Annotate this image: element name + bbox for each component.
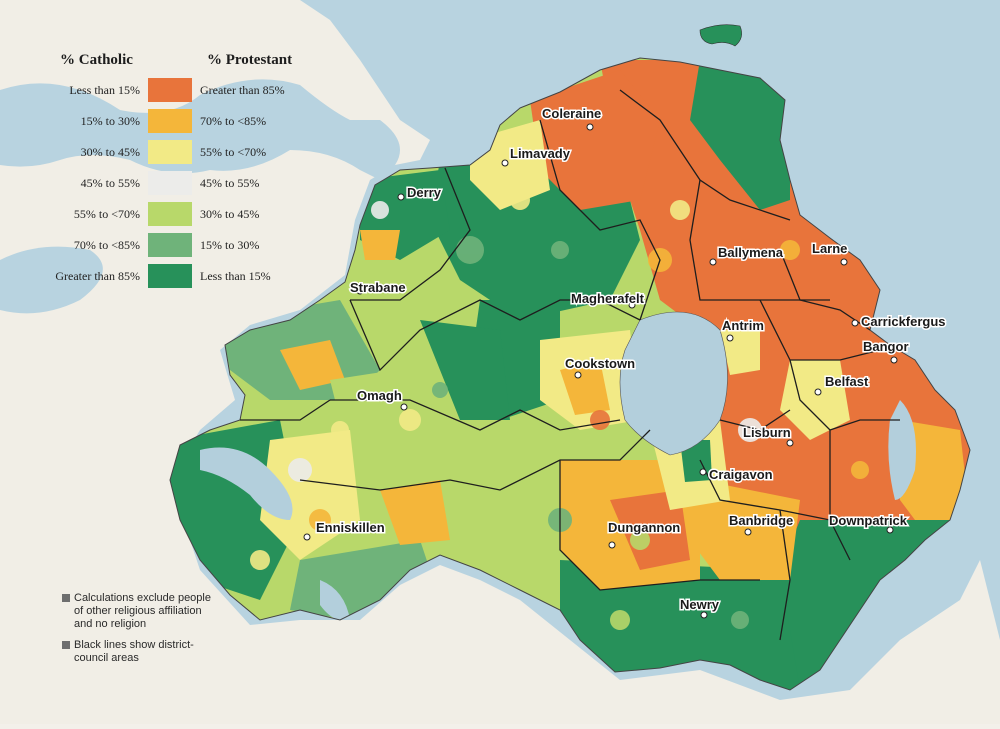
legend-row: 70% to <85% 15% to 30% (48, 230, 298, 260)
town-bangor: Bangor (862, 338, 910, 364)
legend-catholic-label: 30% to 45% (80, 144, 140, 159)
legend-row: 15% to 30% 70% to <85% (48, 106, 298, 136)
svg-text:Ballymena: Ballymena (718, 245, 784, 260)
town-enniskillen: Enniskillen (303, 519, 386, 541)
svg-text:Larne: Larne (812, 241, 847, 256)
svg-text:Coleraine: Coleraine (542, 106, 601, 121)
town-magherafelt: Magherafelt (570, 290, 646, 309)
town-belfast: Belfast (814, 373, 871, 396)
legend-swatch (148, 78, 192, 102)
legend-row: 30% to 45% 55% to <70% (48, 137, 298, 167)
note-boundaries: Black lines show district-council areas (62, 639, 222, 665)
legend-protestant-label: 70% to <85% (200, 113, 267, 128)
svg-text:Lisburn: Lisburn (743, 425, 791, 440)
legend-swatch (148, 233, 192, 257)
sea-inlet (0, 246, 103, 314)
legend-swatch (148, 109, 192, 133)
legend-protestant-label: Less than 15% (200, 268, 271, 283)
legend-catholic-title: % Catholic (60, 52, 133, 68)
legend-rows: Less than 15% Greater than 85% 15% to 30%… (48, 75, 298, 291)
svg-text:Omagh: Omagh (357, 388, 402, 403)
legend-catholic-label: 45% to 55% (80, 175, 140, 190)
legend-protestant-label: 30% to 45% (200, 206, 260, 221)
legend-swatch (148, 140, 192, 164)
town-newry: Newry (679, 596, 721, 619)
town-lisburn: Lisburn (742, 424, 794, 447)
svg-text:Downpatrick: Downpatrick (829, 513, 908, 528)
legend-protestant-label: 15% to 30% (200, 237, 260, 252)
town-craigavon: Craigavon (699, 466, 774, 484)
svg-text:Bangor: Bangor (863, 339, 909, 354)
legend-catholic-label: Greater than 85% (55, 268, 140, 283)
legend-row: 55% to <70% 30% to 45% (48, 199, 298, 229)
town-strabane: Strabane (349, 279, 408, 297)
town-downpatrick: Downpatrick (828, 512, 909, 534)
legend-catholic-label: 15% to 30% (80, 113, 140, 128)
svg-text:Banbridge: Banbridge (729, 513, 793, 528)
legend-catholic-label: 70% to <85% (73, 237, 140, 252)
legend-protestant-title: % Protestant (207, 52, 293, 68)
bullet-square-icon (62, 641, 70, 649)
town-markers: Coleraine Limavady Derry Strabane Magher… (303, 105, 947, 619)
legend-row: 45% to 55% 45% to 55% (48, 168, 298, 198)
town-antrim: Antrim (721, 317, 765, 342)
legend-protestant-label: 55% to <70% (200, 144, 267, 159)
rathlin-island (699, 24, 742, 47)
legend-catholic-label: Less than 15% (69, 82, 140, 97)
town-carrickfergus: Carrickfergus (851, 313, 947, 331)
svg-text:Dungannon: Dungannon (608, 520, 680, 535)
town-limavady: Limavady (501, 145, 572, 167)
town-cookstown: Cookstown (564, 355, 637, 379)
legend-row: Less than 15% Greater than 85% (48, 75, 298, 105)
svg-text:Newry: Newry (680, 597, 720, 612)
svg-text:Enniskillen: Enniskillen (316, 520, 385, 535)
town-larne: Larne (811, 240, 849, 266)
legend-swatch (148, 264, 192, 288)
town-banbridge: Banbridge (728, 512, 795, 536)
svg-text:Belfast: Belfast (825, 374, 869, 389)
town-ballymena: Ballymena (709, 244, 785, 266)
legend: % Catholic % Protestant Less than 15% Gre… (48, 52, 298, 292)
town-derry: Derry (397, 184, 443, 202)
bullet-square-icon (62, 594, 70, 602)
svg-text:Antrim: Antrim (722, 318, 764, 333)
legend-protestant-label: Greater than 85% (200, 82, 285, 97)
legend-swatch (148, 171, 192, 195)
note-calculations: Calculations exclude people of other rel… (62, 592, 222, 631)
svg-text:Limavady: Limavady (510, 146, 571, 161)
council-boundaries (240, 89, 900, 641)
note-text: Calculations exclude people of other rel… (74, 592, 211, 630)
note-text: Black lines show district-council areas (74, 639, 194, 664)
legend-row: Greater than 85% Less than 15% (48, 261, 298, 291)
svg-text:Carrickfergus: Carrickfergus (861, 314, 946, 329)
svg-text:Derry: Derry (407, 185, 442, 200)
svg-text:Strabane: Strabane (350, 280, 406, 295)
legend-catholic-label: 55% to <70% (73, 206, 140, 221)
legend-protestant-label: 45% to 55% (200, 175, 260, 190)
legend-header: % Catholic % Protestant (48, 52, 298, 69)
svg-text:Cookstown: Cookstown (565, 356, 635, 371)
notes: Calculations exclude people of other rel… (62, 592, 222, 673)
town-omagh: Omagh (356, 387, 408, 411)
svg-text:Magherafelt: Magherafelt (571, 291, 645, 306)
svg-text:Craigavon: Craigavon (709, 467, 773, 482)
town-coleraine: Coleraine (541, 105, 603, 131)
legend-swatch (148, 202, 192, 226)
lough-swilly (0, 79, 400, 180)
town-dungannon: Dungannon (607, 519, 682, 549)
ni-outline (169, 57, 971, 691)
